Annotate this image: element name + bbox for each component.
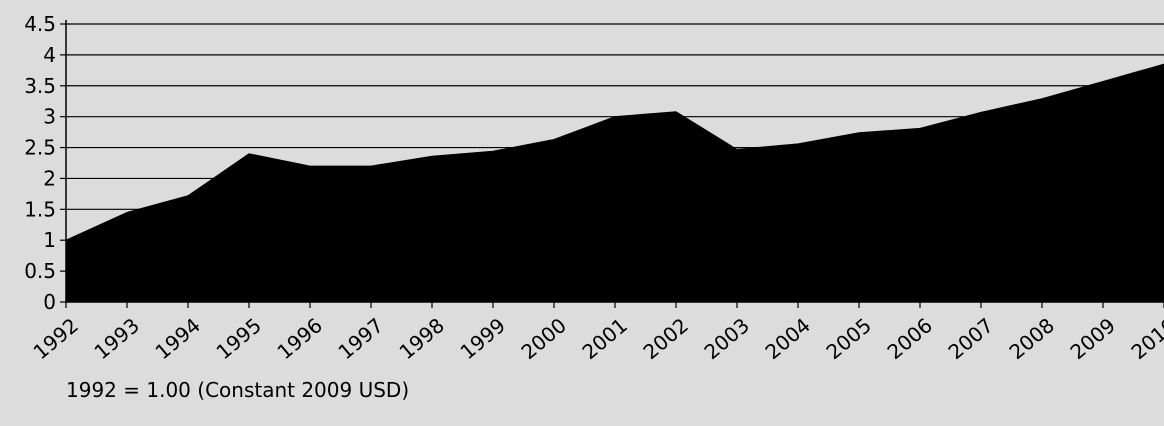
axes <box>60 20 1164 308</box>
x-tick-label: 2005 <box>822 313 876 364</box>
x-tick-label: 1994 <box>151 313 205 364</box>
x-tick-labels: 1992 1993 1994 1995 1996 1997 1998 1999 2000 2001… <box>29 313 1164 364</box>
x-tick-label: 1993 <box>90 313 144 364</box>
y-tick-label: 2.5 <box>24 136 56 160</box>
x-tick-label: 2001 <box>578 313 632 364</box>
x-tick-label: 2010 <box>1127 313 1164 364</box>
x-tick-label: 2000 <box>517 313 571 364</box>
x-tick-label: 2007 <box>944 313 998 364</box>
y-tick-label: 3 <box>43 105 56 129</box>
x-tick-label: 2009 <box>1066 313 1120 364</box>
x-tick-label: 1998 <box>395 313 449 364</box>
y-tick-label: 0 <box>43 290 56 314</box>
y-tick-label: 2 <box>43 166 56 190</box>
y-tick-label: 1.5 <box>24 197 56 221</box>
y-tick-label: 1 <box>43 228 56 252</box>
x-tick-label: 1992 <box>29 313 83 364</box>
x-tick-label: 2003 <box>700 313 754 364</box>
x-tick-label: 1996 <box>273 313 327 364</box>
y-tick-label: 4 <box>43 43 56 67</box>
y-tick-label: 0.5 <box>24 259 56 283</box>
x-tick-label: 2006 <box>883 313 937 364</box>
x-tick-label: 1997 <box>334 313 388 364</box>
y-tick-labels: 0 0.5 1 1.5 2 2.5 3 3.5 4 4.5 <box>24 12 56 314</box>
x-tick-label: 2002 <box>639 313 693 364</box>
chart-note: 1992 = 1.00 (Constant 2009 USD) <box>66 378 410 402</box>
plot-area <box>65 63 1164 303</box>
x-tick-label: 2004 <box>761 313 815 364</box>
y-tick-label: 4.5 <box>24 12 56 36</box>
y-tick-label: 3.5 <box>24 74 56 98</box>
x-tick-label: 1995 <box>212 313 266 364</box>
x-tick-label: 2008 <box>1005 313 1059 364</box>
x-tick-label: 1999 <box>456 313 510 364</box>
area-series <box>65 63 1164 303</box>
